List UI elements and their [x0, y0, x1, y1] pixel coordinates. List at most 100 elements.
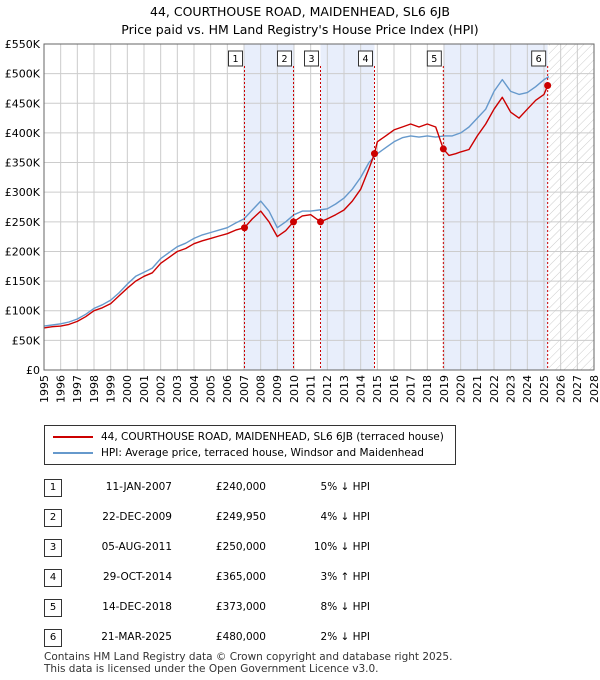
property-series-line [43, 85, 549, 329]
y-tick-label: £500K [5, 68, 41, 81]
transaction-box-label: 1 [232, 54, 238, 65]
y-tick-label: £100K [5, 305, 41, 318]
x-tick-label: 2016 [388, 375, 401, 403]
y-tick-label: £400K [5, 127, 41, 140]
y-tick-label: £0 [26, 364, 40, 377]
x-tick-label: 2014 [355, 375, 368, 403]
transaction-date: 05-AUG-2011 [101, 541, 172, 553]
x-tick-label: 2021 [471, 375, 484, 403]
y-tick-label: £200K [5, 245, 41, 258]
transaction-marker [241, 224, 248, 232]
footer-copyright: Contains HM Land Registry data © Crown c… [44, 651, 453, 663]
transaction-hpi-diff: 3% ↑ HPI [320, 571, 370, 583]
transaction-date: 11-JAN-2007 [105, 481, 172, 493]
transaction-price: £249,950 [215, 511, 266, 523]
transaction-date: 22-DEC-2009 [102, 511, 172, 523]
footer: Contains HM Land Registry data © Crown c… [44, 651, 452, 675]
x-tick-label: 2004 [188, 375, 201, 403]
transaction-box-label: 6 [536, 54, 542, 65]
x-tick-label: 2024 [521, 375, 534, 403]
y-tick-label: £50K [12, 334, 41, 347]
x-tick-label: 1996 [55, 375, 68, 403]
hpi-series-line [43, 75, 550, 327]
x-tick-label: 2020 [455, 375, 468, 403]
x-tick-label: 1999 [105, 375, 118, 403]
shaded-period [443, 44, 548, 370]
legend-label-hpi: HPI: Average price, terraced house, Wind… [101, 447, 424, 459]
x-tick-label: 2025 [538, 375, 551, 403]
y-tick-label: £250K [5, 216, 41, 229]
transaction-price: £365,000 [215, 571, 266, 583]
transaction-box [228, 50, 243, 67]
legend-item-property: 44, COURTHOUSE ROAD, MAIDENHEAD, SL6 6JB… [53, 429, 444, 445]
transaction-number: 1 [44, 479, 62, 497]
x-tick-label: 2026 [555, 375, 568, 403]
footer-license: This data is licensed under the Open Gov… [44, 663, 379, 675]
transaction-marker [439, 145, 447, 153]
transaction-price: £250,000 [215, 541, 266, 553]
x-tick-label: 2005 [205, 375, 218, 403]
transaction-price: £480,000 [215, 631, 266, 643]
legend-label-property: 44, COURTHOUSE ROAD, MAIDENHEAD, SL6 6JB… [101, 431, 444, 443]
transaction-box-label: 5 [431, 54, 437, 65]
transaction-row: 6 21-MAR-2025 £480,000 2% ↓ HPI [0, 625, 600, 653]
transaction-box-label: 4 [362, 54, 368, 65]
transaction-date: 21-MAR-2025 [101, 631, 172, 643]
price-chart: 1 2 3 4 5 6 £0 £50K £100K £150K £200K £250K £300K £3… [5, 38, 600, 403]
transaction-row: 5 14-DEC-2018 £373,000 8% ↓ HPI [0, 595, 600, 623]
legend-item-hpi: HPI: Average price, terraced house, Wind… [53, 445, 424, 461]
x-tick-label: 1997 [71, 375, 84, 403]
transaction-hpi-diff: 2% ↓ HPI [320, 631, 370, 643]
y-tick-label: £550K [5, 38, 41, 51]
transaction-hpi-diff: 5% ↓ HPI [320, 481, 370, 493]
transaction-row: 2 22-DEC-2009 £249,950 4% ↓ HPI [0, 505, 600, 533]
chart-title: 44, COURTHOUSE ROAD, MAIDENHEAD, SL6 6JB [150, 4, 450, 19]
y-tick-label: £300K [5, 186, 41, 199]
legend-swatch-blue [53, 452, 93, 454]
x-tick-label: 1995 [38, 375, 51, 403]
transaction-marker [290, 218, 297, 226]
x-tick-label: 2002 [155, 375, 168, 403]
x-tick-label: 2023 [505, 375, 518, 403]
transaction-marker [544, 81, 552, 89]
x-tick-label: 2000 [121, 375, 134, 403]
x-tick-label: 2027 [571, 375, 584, 403]
transaction-date: 14-DEC-2018 [102, 601, 172, 613]
transaction-price: £240,000 [215, 481, 266, 493]
x-tick-label: 2012 [321, 375, 334, 403]
transaction-marker [317, 218, 324, 226]
chart-subtitle: Price paid vs. HM Land Registry's House … [121, 22, 479, 37]
shaded-period [244, 44, 294, 370]
x-tick-label: 1998 [88, 375, 101, 403]
transaction-hpi-diff: 10% ↓ HPI [313, 541, 370, 553]
x-tick-label: 2017 [405, 375, 418, 403]
x-tick-label: 2003 [171, 375, 184, 403]
y-tick-label: £450K [5, 97, 41, 110]
transaction-price: £373,000 [215, 601, 266, 613]
transaction-number: 3 [44, 539, 62, 557]
transaction-row: 1 11-JAN-2007 £240,000 5% ↓ HPI [0, 475, 600, 503]
transaction-box [358, 50, 373, 67]
transaction-marker [371, 150, 378, 158]
x-tick-label: 2028 [588, 375, 600, 403]
transaction-row: 3 05-AUG-2011 £250,000 10% ↓ HPI [0, 535, 600, 563]
y-tick-label: £150K [5, 275, 41, 288]
x-tick-label: 2010 [288, 375, 301, 403]
x-tick-label: 2015 [371, 375, 384, 403]
y-tick-label: £350K [5, 157, 41, 170]
transaction-date: 29-OCT-2014 [103, 571, 172, 583]
x-tick-label: 2011 [305, 375, 318, 403]
transaction-number: 4 [44, 569, 62, 587]
chart-legend: 44, COURTHOUSE ROAD, MAIDENHEAD, SL6 6JB… [44, 425, 456, 465]
plot-frame [43, 43, 595, 371]
x-tick-label: 2001 [138, 375, 151, 403]
transaction-box [426, 50, 442, 67]
transaction-number: 6 [44, 629, 62, 647]
x-tick-label: 2013 [338, 375, 351, 403]
x-tick-label: 2008 [255, 375, 268, 403]
x-tick-label: 2019 [438, 375, 451, 403]
transaction-box [277, 50, 292, 67]
transaction-box [304, 50, 319, 67]
transaction-number: 2 [44, 509, 62, 527]
x-tick-label: 2018 [421, 375, 434, 403]
